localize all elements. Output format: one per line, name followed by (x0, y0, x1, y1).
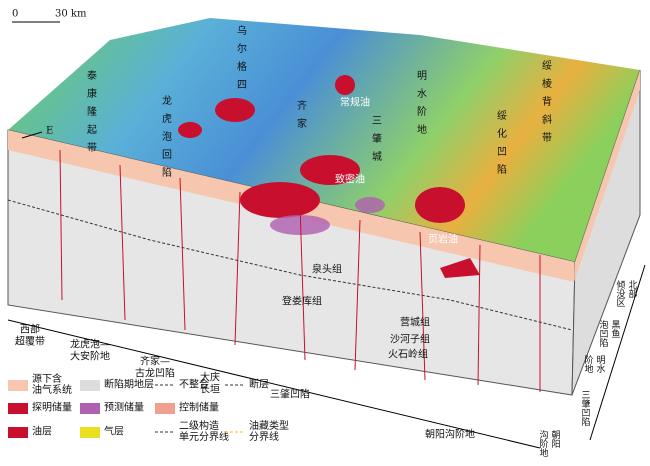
legend-label: 二级构造 (179, 419, 219, 432)
unit-axis (7, 319, 541, 449)
side-unit-label: 明水 (595, 355, 606, 373)
oil-layer (440, 258, 480, 278)
side-unit-label: 泡凹陷 (598, 319, 609, 348)
play-label: 页岩油 (428, 233, 458, 246)
unit-label: 大庆 (200, 371, 220, 384)
unit-label: 超覆带 (15, 335, 45, 348)
legend-label: 断陷期地层 (104, 378, 154, 391)
legend-swatch (8, 427, 28, 438)
side-unit-label: 沟阶地 (538, 429, 549, 457)
legend-label: 断层 (249, 378, 269, 391)
compass-arrow (21, 131, 43, 139)
play-label: 致密油 (335, 173, 365, 186)
legend-label: 油藏类型 (249, 419, 289, 432)
side-unit-label: 北部 (627, 280, 638, 299)
legend-swatch (8, 403, 28, 414)
surface-label: 明水阶地 (415, 70, 427, 142)
formation-label: 营城组 (400, 316, 430, 329)
legend-label: 源下含 (32, 372, 62, 385)
unit-label: 龙虎泡— (70, 338, 110, 351)
legend-label: 油层 (32, 425, 52, 438)
formation-label: 沙河子组 (390, 333, 430, 346)
side-axis (589, 264, 646, 441)
unit-label: 三肇凹陷 (270, 388, 310, 401)
legend-label: 不整合 (179, 378, 209, 391)
surface-label: 绥化凹陷 (495, 110, 507, 182)
surface-label: 三肇城 (370, 115, 382, 169)
surface-label: 乌尔格四 (235, 24, 247, 97)
legend-swatch (80, 427, 100, 438)
legend-label: 分界线 (249, 430, 279, 443)
side-face (571, 69, 641, 396)
surface-label: 泰康隆起带 (85, 69, 97, 160)
scale-length: 30 km (55, 9, 87, 20)
scale-zero: 0 (12, 9, 18, 20)
surface-label: 绥棱背斜带 (540, 60, 552, 150)
side-unit-label: 朝阳 (550, 430, 561, 448)
surface (8, 18, 640, 262)
legend-swatch (80, 380, 100, 391)
legend-swatch (8, 380, 28, 391)
unit-label: 长垣 (200, 384, 220, 396)
reserves (178, 75, 465, 223)
legend-swatch (80, 403, 100, 414)
formation-label: 登娄库组 (282, 295, 322, 308)
legend-swatch (155, 403, 175, 414)
side-unit-label: 黑鱼 (610, 320, 621, 338)
legend-label: 预测储量 (104, 401, 144, 414)
unit-label: 西部 (20, 323, 40, 336)
legend-label: 单元分界线 (179, 430, 229, 443)
compass: E (46, 126, 53, 137)
play-label: 常规油 (340, 96, 370, 109)
unit-label: 朝阳沟阶地 (425, 428, 475, 441)
side-unit-label: 三肇凹陷 (580, 390, 591, 427)
formation-label: 泉头组 (312, 263, 342, 276)
unit-label: 大安阶地 (70, 350, 110, 363)
surface-label: 龙虎泡回陷 (160, 94, 172, 185)
formation-label: 火石岭组 (388, 348, 428, 361)
legend-label: 气层 (104, 425, 124, 438)
side-unit-label: 倾没区 (615, 279, 626, 307)
unit-label: 古龙凹陷 (135, 367, 175, 380)
legend-label: 探明储量 (32, 401, 72, 414)
unconformity (7, 199, 573, 331)
predicted (270, 197, 385, 235)
legend-label: 控制储量 (179, 401, 219, 414)
faults (59, 149, 541, 392)
surface-label: 齐家 (295, 99, 307, 136)
unit-label: 齐家— (140, 355, 170, 368)
side-unit-label: 阶地 (583, 354, 594, 373)
side-pink (574, 70, 640, 282)
legend-label: 油气系统 (32, 383, 72, 396)
